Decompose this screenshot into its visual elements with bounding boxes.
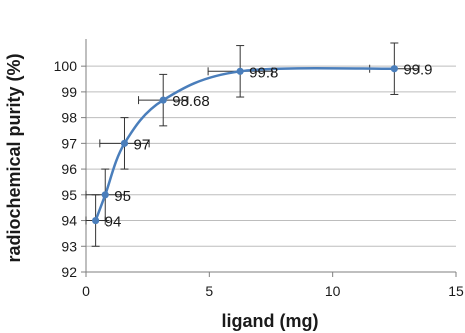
- x-axis-label: ligand (mg): [222, 311, 319, 331]
- x-tick-labels: 0 5 10 15: [82, 283, 464, 299]
- data-points: [92, 65, 398, 225]
- y-tick-label-97: 97: [61, 135, 77, 151]
- y-tick-label-98: 98: [61, 110, 77, 126]
- data-point-4: [236, 67, 244, 75]
- x-tick-label-0: 0: [82, 283, 90, 299]
- y-tick-label-96: 96: [61, 161, 77, 177]
- gridlines: [86, 65, 456, 247]
- data-labels: 94 95 97 98.68 99.8 99.9: [105, 62, 433, 231]
- y-tick-labels: 92 93 94 95 96 97 98 99 100: [54, 58, 78, 280]
- data-point-0: [92, 216, 100, 225]
- y-tick-label-99: 99: [61, 84, 77, 100]
- y-tick-label-94: 94: [61, 213, 77, 229]
- data-label-1: 95: [114, 188, 131, 205]
- x-tick-label-15: 15: [448, 283, 464, 299]
- y-tick-label-93: 93: [61, 238, 77, 254]
- x-tick-label-10: 10: [325, 283, 341, 299]
- y-axis-label: radiochemical purity (%): [4, 53, 24, 262]
- data-label-3: 98.68: [172, 93, 210, 110]
- data-point-1: [101, 191, 109, 199]
- x-tick-label-5: 5: [205, 283, 213, 299]
- data-label-0: 94: [105, 214, 122, 231]
- data-point-2: [120, 139, 129, 147]
- y-tick-label-92: 92: [61, 264, 77, 280]
- y-tick-label-100: 100: [54, 58, 78, 74]
- data-label-4: 99.8: [249, 64, 278, 81]
- axes: [81, 39, 457, 277]
- data-label-2: 97: [133, 136, 150, 153]
- y-tick-label-95: 95: [61, 187, 77, 203]
- data-label-5: 99.9: [403, 62, 432, 79]
- data-point-5: [390, 65, 398, 73]
- data-point-3: [159, 96, 167, 104]
